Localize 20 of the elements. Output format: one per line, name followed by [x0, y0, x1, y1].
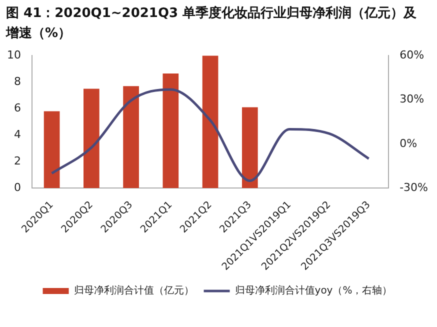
y2-tick-label: 0%	[400, 136, 418, 150]
chart-title: 图 41：2020Q1~2021Q3 单季度化妆品行业归母净利润（亿元）及增速（%）	[6, 4, 418, 43]
legend-label: 归母净利润合计值（亿元）	[74, 284, 194, 297]
y-tick-label: 2	[14, 154, 21, 168]
y2-tick-label: 60%	[400, 48, 424, 62]
bar	[44, 111, 60, 188]
y-tick-label: 0	[14, 180, 21, 194]
legend-label: 归母净利润合计值yoy（%，右轴）	[234, 284, 392, 297]
y-tick-label: 8	[14, 74, 21, 88]
y-tick-label: 6	[14, 101, 21, 114]
y2-tick-label: -30%	[400, 180, 428, 194]
bar	[84, 88, 100, 188]
bar	[202, 56, 218, 188]
bar	[242, 107, 258, 188]
y-tick-label: 4	[14, 128, 21, 141]
bar	[162, 73, 179, 188]
y2-tick-label: 30%	[400, 92, 424, 106]
y-tick-label: 10	[6, 48, 21, 62]
line-series	[50, 88, 370, 182]
bar	[123, 86, 139, 188]
